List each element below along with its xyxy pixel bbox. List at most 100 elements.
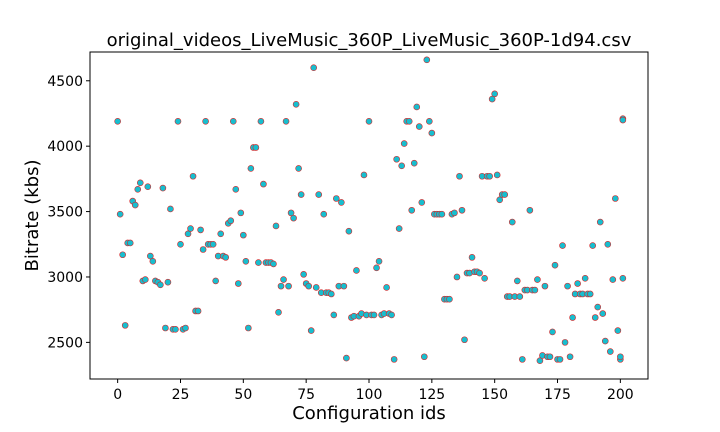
data-point (144, 183, 152, 191)
data-point (121, 322, 129, 329)
data-point (493, 171, 501, 179)
data-point (617, 353, 624, 361)
data-point (373, 264, 380, 272)
data-point (136, 179, 144, 187)
data-point (280, 276, 287, 283)
data-point (596, 218, 604, 226)
data-point (586, 290, 594, 298)
data-point (468, 254, 476, 261)
data-point (292, 101, 300, 108)
data-point (619, 274, 627, 282)
data-point (245, 324, 252, 332)
data-point (410, 159, 418, 167)
data-point (476, 269, 483, 277)
y-tick-label: 3000 (47, 270, 83, 286)
data-point (581, 274, 589, 282)
y-tick-label: 2500 (47, 335, 83, 351)
data-point (481, 274, 488, 282)
data-point (453, 273, 461, 281)
data-point (606, 348, 614, 355)
data-point (290, 214, 297, 222)
data-point (574, 280, 581, 287)
data-point (375, 257, 383, 265)
data-point (307, 327, 315, 334)
data-point (534, 276, 541, 283)
data-point (277, 282, 285, 290)
data-point (536, 357, 544, 364)
data-point (383, 284, 390, 291)
x-tick-label: 125 (418, 387, 445, 403)
data-point (390, 356, 398, 363)
data-point (189, 172, 197, 180)
data-point (142, 276, 149, 283)
data-point (235, 280, 242, 287)
data-point (287, 209, 295, 217)
data-point (300, 271, 307, 278)
data-point (594, 303, 602, 311)
data-point (164, 278, 172, 286)
data-point (456, 172, 463, 180)
data-point (591, 314, 599, 321)
data-point (370, 311, 378, 319)
data-point (531, 286, 539, 294)
x-tick-label: 75 (297, 387, 315, 403)
data-point (257, 118, 265, 125)
data-point (222, 254, 230, 261)
y-tick-label: 4500 (47, 74, 83, 90)
data-point (556, 356, 564, 363)
data-point (609, 276, 617, 283)
data-point (551, 261, 559, 269)
data-point (561, 339, 569, 346)
data-point (327, 290, 335, 298)
data-point (174, 118, 182, 125)
data-point (541, 282, 549, 290)
data-point (285, 282, 292, 290)
data-point (320, 210, 328, 218)
data-point (217, 230, 224, 238)
data-point (184, 230, 192, 238)
data-point (569, 314, 576, 321)
data-point (194, 307, 202, 315)
x-axis: 0 25 50 75 100 125 150 175 200 (113, 379, 634, 403)
data-point (119, 251, 126, 259)
x-tick-label: 150 (481, 387, 508, 403)
data-point (126, 239, 134, 247)
data-point (604, 240, 612, 248)
data-point (388, 311, 395, 319)
data-point (513, 277, 521, 285)
data-point (114, 118, 121, 125)
data-point (415, 123, 423, 130)
data-point (202, 118, 209, 125)
data-point (496, 196, 504, 204)
data-point (345, 227, 353, 235)
data-point (501, 191, 509, 198)
data-point (305, 282, 312, 290)
data-point (252, 144, 260, 151)
data-point (395, 225, 403, 232)
data-point (272, 222, 280, 230)
data-point (589, 242, 597, 249)
data-point (242, 257, 250, 265)
data-point (270, 260, 277, 268)
data-point (167, 205, 174, 213)
data-point (353, 267, 360, 274)
data-point (247, 165, 255, 172)
data-point (116, 210, 124, 218)
data-point (212, 277, 219, 285)
data-point (330, 311, 338, 319)
data-point (187, 225, 194, 232)
data-point (408, 206, 416, 214)
data-point (420, 353, 428, 361)
chart-title: original_videos_LiveMusic_360P_LiveMusic… (107, 30, 632, 51)
data-point (508, 218, 516, 226)
data-points (114, 56, 627, 364)
data-point (393, 155, 400, 163)
data-point (333, 195, 340, 202)
data-point (549, 328, 556, 336)
data-point (147, 252, 154, 260)
data-point (149, 257, 157, 265)
data-point (405, 118, 413, 125)
data-point (227, 217, 235, 225)
data-point (229, 118, 237, 125)
